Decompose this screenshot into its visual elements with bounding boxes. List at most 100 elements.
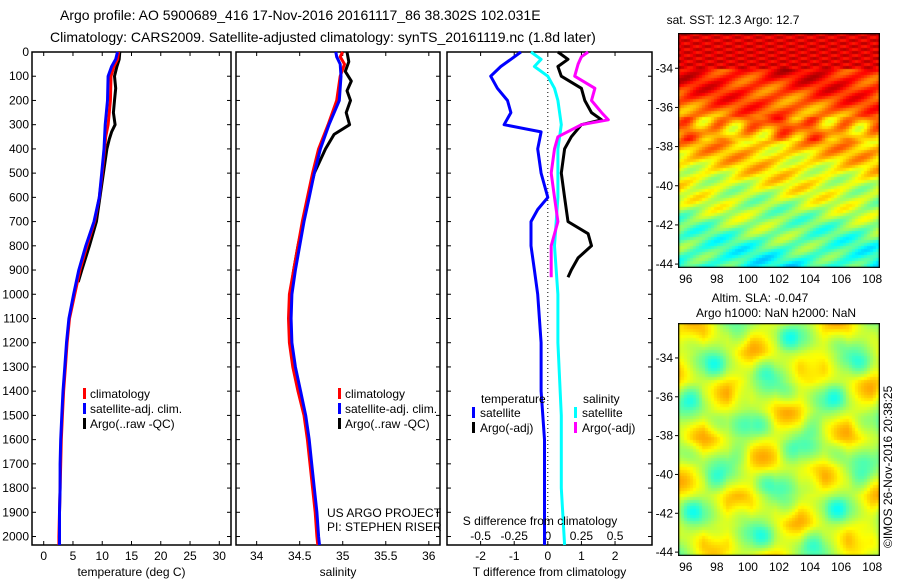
map-lon-label: 98	[710, 272, 724, 286]
map-lat-label: -36	[656, 100, 674, 114]
legend-swatch	[338, 403, 341, 414]
x-axis-label: T difference from climatology	[473, 565, 627, 579]
legend-swatch	[574, 407, 577, 418]
map-lon-label: 96	[679, 560, 693, 574]
map-lat-label: -34	[656, 61, 674, 75]
y-tick-label: 1300	[2, 360, 29, 374]
y-tick-label: 1600	[2, 433, 29, 447]
sst-map-title: sat. SST: 12.3 Argo: 12.7	[667, 13, 800, 27]
map-lat-label: -42	[656, 218, 674, 232]
x-tick-label: 20	[154, 549, 168, 563]
series-line-satellite-adj-clim-	[58, 51, 119, 545]
map-lat-label: -40	[656, 467, 674, 481]
series-line-temperature-argo-adj-	[556, 50, 604, 278]
map-lon-label: 104	[800, 560, 820, 574]
series-line-salinity-satellite-s-x4-	[530, 50, 567, 546]
legend-swatch	[574, 422, 577, 433]
map-lon-label: 106	[831, 272, 851, 286]
legend-label: Argo(-adj)	[582, 421, 635, 435]
y-tick-label: 900	[9, 263, 29, 277]
s-tick-label: -0.5	[470, 529, 491, 543]
title-line2: Climatology: CARS2009. Satellite-adjuste…	[50, 29, 596, 45]
map-lon-label: 98	[710, 560, 724, 574]
y-tick-label: 1400	[2, 384, 29, 398]
panel-frame-2	[446, 51, 653, 546]
legend-label: Argo(-adj)	[480, 421, 533, 435]
legend-swatch	[338, 418, 341, 429]
x-axis-label: salinity	[320, 565, 357, 579]
map-lat-label: -44	[656, 545, 674, 559]
sla-map-title: Altim. SLA: -0.047	[712, 291, 809, 305]
y-tick-label: 700	[9, 215, 29, 229]
x-tick-label: 35.5	[374, 549, 398, 563]
series-line-salinity-argo-adj-s-x4-	[549, 50, 610, 278]
legend-header-temperature: temperature	[481, 392, 546, 406]
x-axis-label: temperature (deg C)	[77, 565, 185, 579]
copyright-stamp: ©IMOS 26-Nov-2016 20:38:25	[881, 385, 895, 548]
y-tick-label: 600	[9, 190, 29, 204]
x-tick-label: 34	[250, 549, 264, 563]
legend-label: Argo(..raw -QC)	[90, 417, 175, 431]
legend-label: climatology	[90, 387, 150, 401]
y-tick-label: 400	[9, 142, 29, 156]
series-line-temperature-satellite	[489, 50, 550, 545]
map-lon-label: 100	[738, 560, 758, 574]
x-tick-label: 2	[612, 549, 619, 563]
map-lon-label: 102	[769, 560, 789, 574]
title-line1: Argo profile: AO 5900689_416 17-Nov-2016…	[60, 7, 541, 23]
map-lat-label: -38	[656, 140, 674, 154]
legend-label: climatology	[345, 387, 405, 401]
legend-label: Argo(..raw -QC)	[345, 417, 430, 431]
y-tick-label: 0	[22, 45, 29, 59]
map-lon-label: 108	[862, 272, 882, 286]
x-tick-label: 5	[70, 549, 77, 563]
series-line-argo-raw-qc-	[76, 51, 122, 283]
y-tick-label: 1900	[2, 505, 29, 519]
panel-frame-1	[235, 51, 441, 546]
x-tick-label: 34.5	[288, 549, 312, 563]
map-lon-label: 102	[769, 272, 789, 286]
map-lat-label: -34	[656, 351, 674, 365]
map-lon-label: 108	[862, 560, 882, 574]
x-tick-label: 1	[578, 549, 585, 563]
x-tick-label: 0	[544, 549, 551, 563]
y-tick-label: 1700	[2, 457, 29, 471]
y-tick-label: 1200	[2, 336, 29, 350]
map-lat-label: -40	[656, 179, 674, 193]
x-tick-label: -2	[475, 549, 486, 563]
s-tick-label: 0.25	[570, 529, 594, 543]
series-line-climatology	[287, 51, 346, 546]
x-tick-label: 15	[125, 549, 139, 563]
y-tick-label: 1500	[2, 408, 29, 422]
y-tick-label: 200	[9, 93, 29, 107]
map-lat-label: -38	[656, 429, 674, 443]
legend-swatch	[83, 388, 86, 399]
map-lat-label: -44	[656, 257, 674, 271]
legend-swatch	[472, 407, 475, 418]
y-tick-label: 1800	[2, 481, 29, 495]
sst-map-heatmap	[678, 33, 880, 268]
map-lon-label: 96	[679, 272, 693, 286]
series-line-climatology	[57, 51, 121, 545]
y-tick-label: 1100	[3, 311, 29, 325]
y-tick-label: 800	[9, 239, 29, 253]
legend-swatch	[83, 418, 86, 429]
s-tick-label: -0.25	[501, 529, 529, 543]
s-difference-label: S difference from climatology	[463, 514, 618, 528]
x-tick-label: 0	[40, 549, 47, 563]
sla-map-heatmap	[678, 323, 880, 556]
legend-label: satellite-adj. clim.	[90, 402, 182, 416]
y-tick-label: 1000	[2, 287, 29, 301]
map-lon-label: 106	[831, 560, 851, 574]
y-tick-label: 100	[9, 69, 29, 83]
y-tick-label: 300	[9, 118, 29, 132]
map-lat-label: -42	[656, 506, 674, 520]
legend-label: satellite	[480, 406, 521, 420]
legend-swatch	[472, 422, 475, 433]
series-line-satellite-adj-clim-	[289, 51, 343, 546]
project-line2: PI: STEPHEN RISER	[327, 520, 442, 534]
legend-swatch	[338, 388, 341, 399]
legend-header-salinity: salinity	[583, 392, 620, 406]
